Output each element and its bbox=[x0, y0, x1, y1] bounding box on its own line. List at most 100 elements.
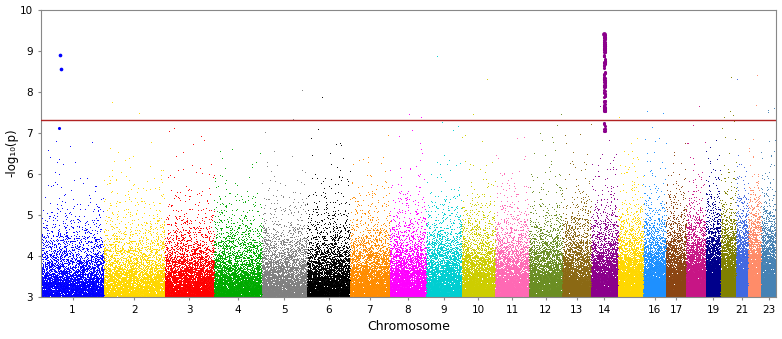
Point bbox=[648, 261, 661, 267]
Point bbox=[539, 221, 551, 226]
Point bbox=[64, 282, 77, 287]
Point bbox=[743, 292, 755, 298]
Point bbox=[167, 294, 180, 299]
Point bbox=[666, 266, 679, 271]
Point bbox=[732, 286, 744, 292]
Point bbox=[744, 273, 756, 278]
Point bbox=[497, 235, 509, 240]
Point bbox=[213, 294, 225, 299]
Point bbox=[717, 244, 730, 250]
Point bbox=[606, 293, 619, 298]
Point bbox=[712, 286, 724, 292]
Point bbox=[488, 252, 500, 257]
Point bbox=[726, 284, 739, 290]
Point bbox=[646, 280, 658, 285]
Point bbox=[655, 289, 668, 294]
Point bbox=[745, 252, 758, 257]
Point bbox=[636, 285, 648, 291]
Point bbox=[397, 278, 410, 284]
Point bbox=[514, 287, 526, 293]
Point bbox=[680, 237, 693, 242]
Point bbox=[508, 294, 520, 299]
Point bbox=[684, 246, 697, 252]
Point bbox=[369, 286, 382, 292]
Point bbox=[316, 292, 328, 297]
Point bbox=[193, 282, 206, 288]
Point bbox=[730, 285, 743, 291]
Point bbox=[744, 279, 757, 284]
Point bbox=[590, 287, 602, 293]
Point bbox=[622, 270, 635, 275]
Point bbox=[728, 276, 741, 281]
Point bbox=[520, 286, 533, 291]
Point bbox=[140, 256, 152, 262]
Point bbox=[63, 253, 75, 259]
Point bbox=[568, 256, 580, 261]
Point bbox=[211, 261, 224, 266]
Point bbox=[332, 290, 345, 295]
Point bbox=[711, 251, 723, 256]
Point bbox=[297, 252, 310, 257]
Point bbox=[526, 254, 538, 260]
Point bbox=[443, 242, 456, 248]
Point bbox=[642, 293, 655, 298]
Point bbox=[74, 271, 87, 276]
Point bbox=[432, 277, 445, 282]
Point bbox=[695, 251, 708, 256]
Point bbox=[716, 211, 729, 216]
Point bbox=[438, 288, 450, 294]
Point bbox=[102, 278, 114, 283]
Point bbox=[629, 269, 641, 274]
Point bbox=[414, 265, 426, 271]
Point bbox=[327, 272, 339, 277]
Point bbox=[499, 294, 511, 299]
Point bbox=[726, 279, 739, 285]
Point bbox=[617, 257, 630, 262]
Point bbox=[616, 234, 629, 239]
Point bbox=[328, 286, 340, 291]
Point bbox=[433, 292, 446, 297]
Point bbox=[730, 279, 743, 284]
Point bbox=[642, 265, 655, 270]
Point bbox=[214, 274, 227, 279]
Point bbox=[214, 282, 227, 288]
Point bbox=[671, 286, 683, 291]
Point bbox=[310, 293, 322, 299]
Point bbox=[629, 259, 641, 264]
Point bbox=[494, 278, 507, 284]
Point bbox=[561, 288, 574, 294]
Point bbox=[514, 263, 526, 268]
Point bbox=[393, 288, 406, 294]
Point bbox=[746, 285, 759, 291]
Point bbox=[730, 290, 742, 296]
Point bbox=[268, 293, 281, 298]
Point bbox=[86, 283, 99, 289]
Point bbox=[205, 281, 217, 286]
Point bbox=[733, 292, 745, 297]
Point bbox=[267, 268, 279, 274]
Point bbox=[426, 283, 439, 289]
Point bbox=[694, 282, 706, 287]
Point bbox=[576, 282, 588, 287]
Point bbox=[744, 287, 757, 293]
Point bbox=[766, 275, 778, 280]
Point bbox=[684, 292, 697, 297]
Point bbox=[349, 289, 361, 294]
Point bbox=[441, 278, 454, 283]
Point bbox=[461, 262, 473, 267]
Point bbox=[755, 287, 767, 293]
Point bbox=[282, 288, 294, 294]
Point bbox=[400, 285, 412, 291]
Point bbox=[651, 268, 663, 274]
Point bbox=[719, 287, 732, 293]
Point bbox=[673, 264, 685, 270]
Point bbox=[443, 287, 456, 292]
Point bbox=[446, 266, 458, 272]
Point bbox=[327, 285, 339, 291]
Point bbox=[747, 283, 759, 289]
Point bbox=[606, 288, 619, 294]
Point bbox=[412, 284, 425, 290]
Point bbox=[508, 287, 520, 293]
Point bbox=[472, 291, 485, 297]
Point bbox=[361, 208, 374, 214]
